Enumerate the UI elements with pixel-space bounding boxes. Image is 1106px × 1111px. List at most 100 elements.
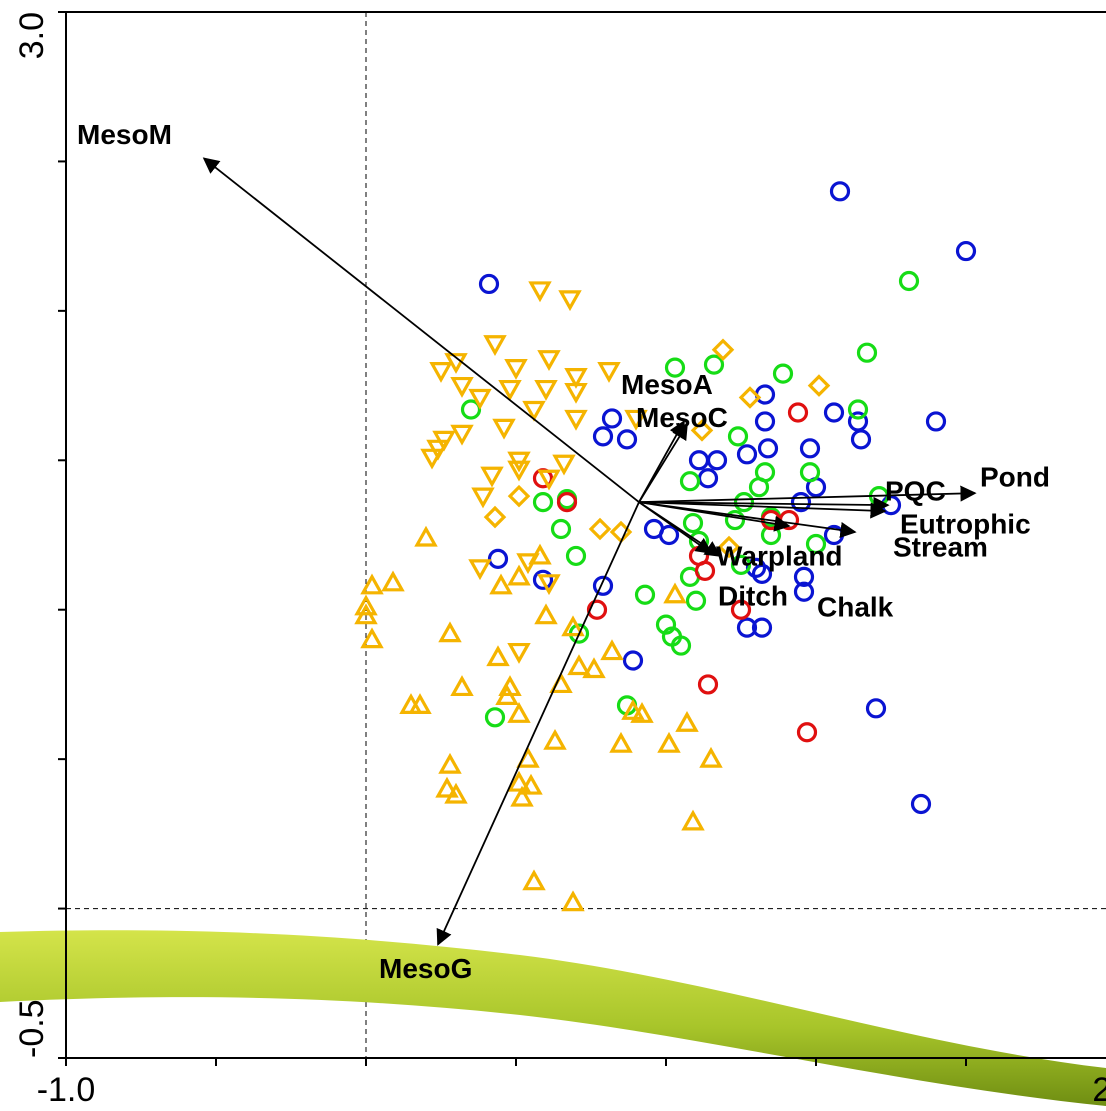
point [525, 873, 543, 889]
point [483, 468, 501, 484]
point [507, 361, 525, 377]
point [432, 364, 450, 380]
point [486, 337, 504, 353]
point [441, 625, 459, 641]
point [700, 676, 717, 693]
point [757, 386, 774, 403]
point [751, 479, 768, 496]
x-tick-label: 2.5 [1092, 1071, 1106, 1109]
point [481, 275, 498, 292]
point [603, 643, 621, 659]
vector-label: MesoG [379, 953, 472, 984]
vector-label: MesoC [636, 402, 728, 433]
point [510, 705, 528, 721]
point [525, 402, 543, 418]
vector-label: Pond [980, 462, 1050, 493]
point [604, 410, 621, 427]
point [928, 413, 945, 430]
point [790, 404, 807, 421]
vector-label: PQC [885, 476, 946, 507]
point [535, 494, 552, 511]
point [570, 657, 588, 673]
point [739, 446, 756, 463]
point [685, 515, 702, 532]
vector-label: MesoA [621, 369, 713, 400]
point [540, 352, 558, 368]
point [802, 464, 819, 481]
point [568, 547, 585, 564]
point [958, 243, 975, 260]
point [453, 678, 471, 694]
point [384, 574, 402, 590]
point [553, 521, 570, 538]
vector-arrow [639, 424, 687, 502]
point [853, 431, 870, 448]
point [625, 652, 642, 669]
point [832, 183, 849, 200]
point [417, 529, 435, 545]
vector-label: Stream [893, 531, 988, 562]
point [702, 750, 720, 766]
point [585, 660, 603, 676]
point [487, 709, 504, 726]
point [799, 724, 816, 741]
point [561, 292, 579, 308]
point [700, 470, 717, 487]
point [591, 520, 609, 538]
point [453, 379, 471, 395]
point [730, 428, 747, 445]
point [612, 735, 630, 751]
point [859, 344, 876, 361]
point [595, 428, 612, 445]
point [850, 401, 867, 418]
point [531, 283, 549, 299]
vector-label: Ditch [718, 580, 788, 611]
decorative-swoosh [0, 930, 1106, 1106]
point [489, 649, 507, 665]
point [537, 607, 555, 623]
point [913, 795, 930, 812]
point [546, 732, 564, 748]
point [510, 487, 528, 505]
point [682, 473, 699, 490]
point [471, 561, 489, 577]
x-tick-label: -1.0 [37, 1071, 96, 1109]
point [661, 527, 678, 544]
point [826, 404, 843, 421]
point [760, 440, 777, 457]
point [474, 489, 492, 505]
point [709, 452, 726, 469]
point [441, 756, 459, 772]
y-tick-label: 3.0 [13, 12, 51, 59]
point [684, 813, 702, 829]
point [564, 894, 582, 910]
point [471, 391, 489, 407]
point [736, 494, 753, 511]
point [802, 440, 819, 457]
vector-label: Warpland [716, 540, 843, 571]
point [757, 413, 774, 430]
chart: -1.02.5-0.53.0MesoMMesoGMesoAMesoCPondPQ… [0, 0, 1106, 1111]
point [600, 364, 618, 380]
point [619, 431, 636, 448]
point [453, 426, 471, 442]
point [678, 714, 696, 730]
point [775, 365, 792, 382]
point [510, 645, 528, 661]
point [697, 562, 714, 579]
point [691, 452, 708, 469]
point [901, 272, 918, 289]
point [537, 382, 555, 398]
point [486, 508, 504, 526]
point [490, 550, 507, 567]
vector-label: MesoM [77, 119, 172, 150]
point [688, 592, 705, 609]
point [519, 555, 537, 571]
point [660, 735, 678, 751]
point [637, 586, 654, 603]
point [868, 700, 885, 717]
vector-label: Chalk [817, 591, 894, 622]
point [567, 411, 585, 427]
point [495, 420, 513, 436]
point [510, 568, 528, 584]
